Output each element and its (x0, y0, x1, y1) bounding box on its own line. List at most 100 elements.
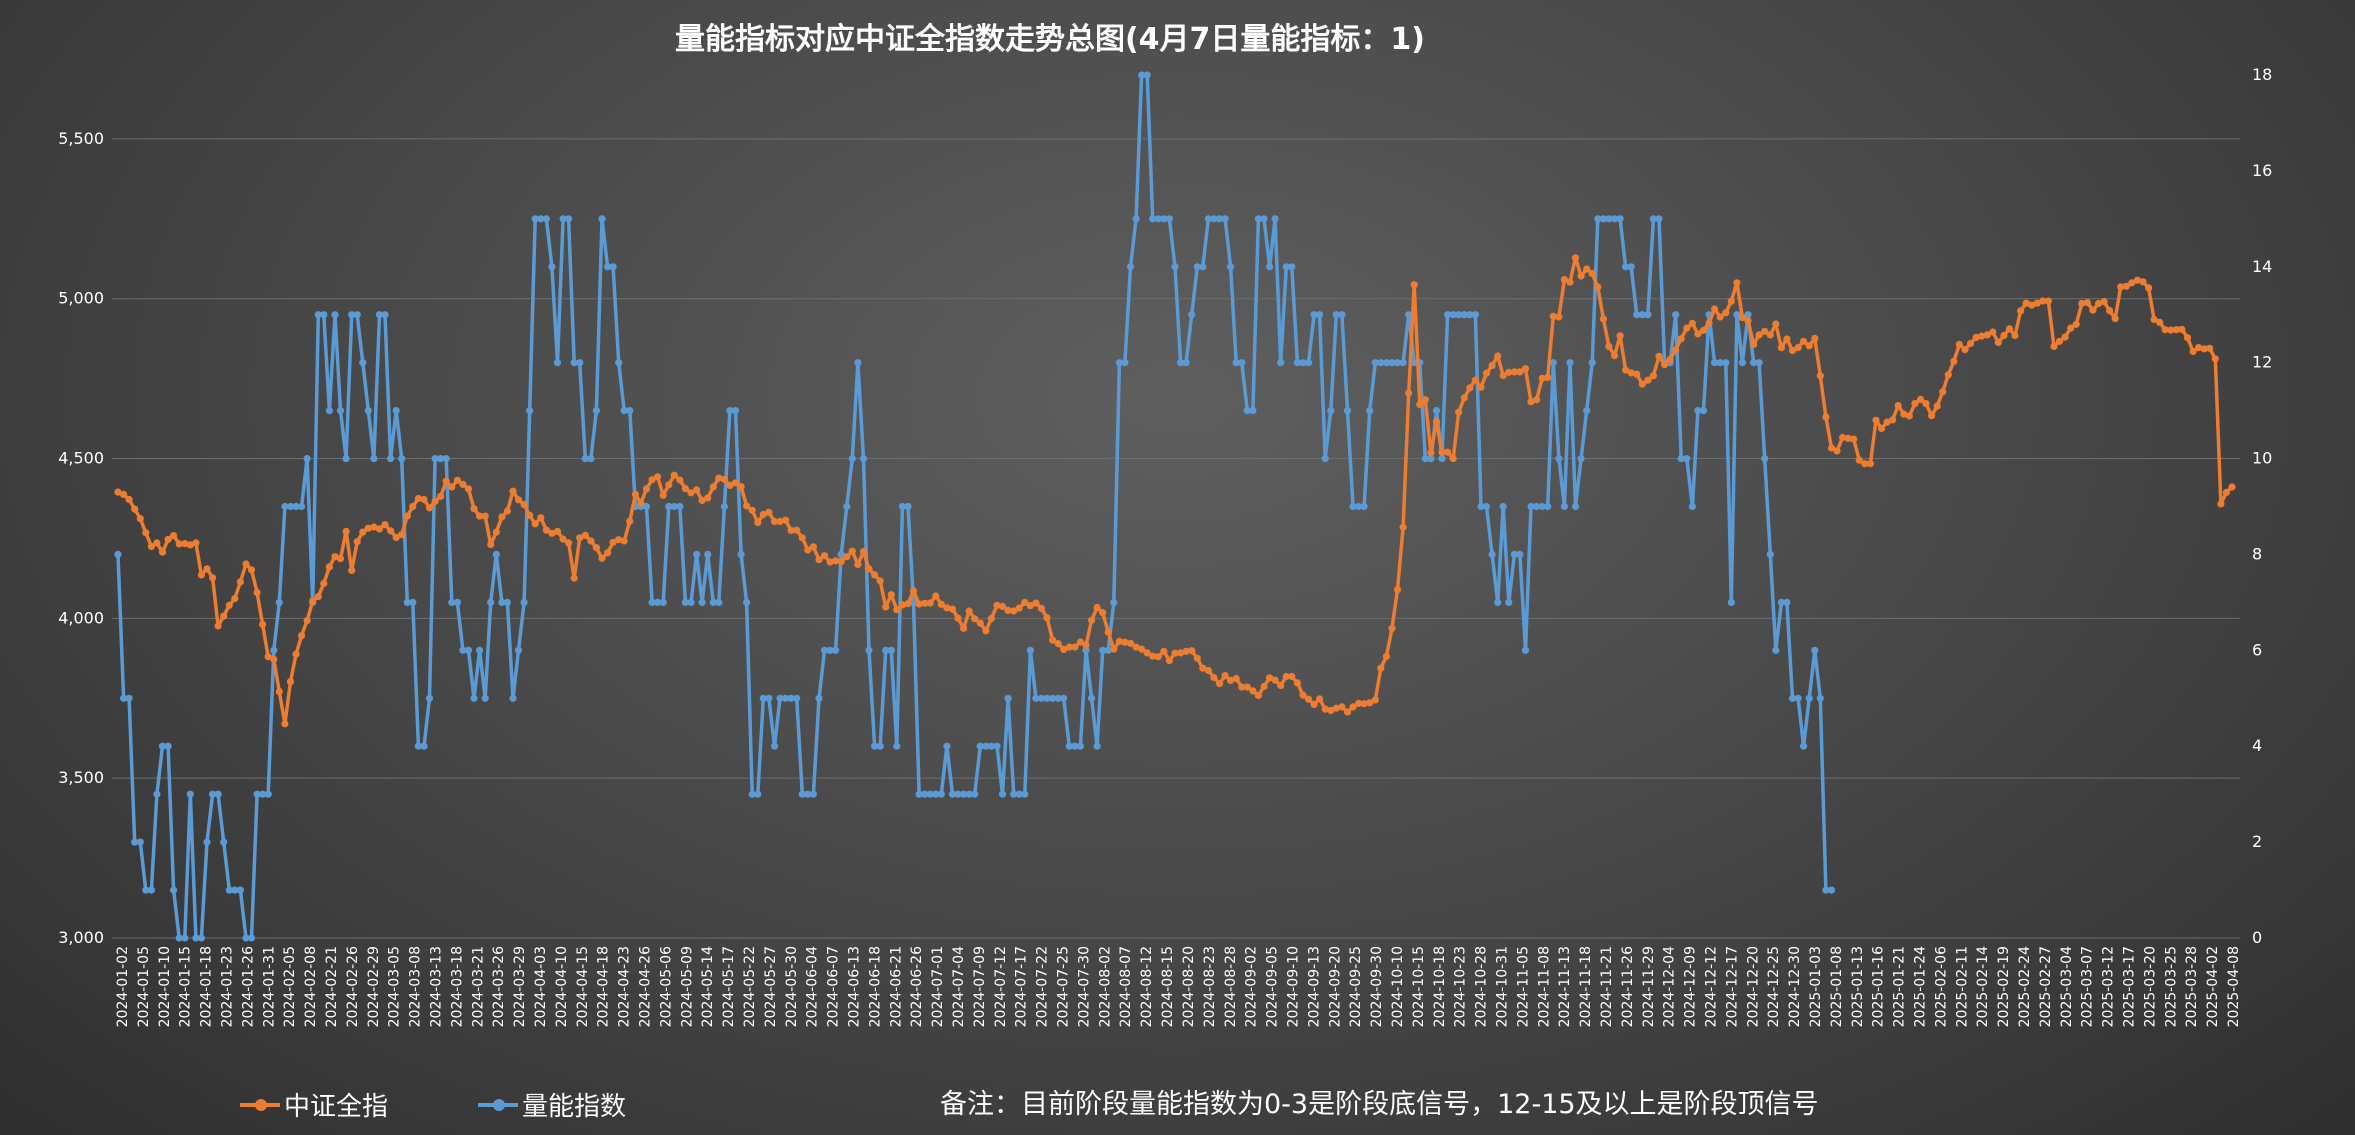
data-point-volume-index (464, 646, 473, 654)
data-point-csi-all (325, 563, 333, 571)
data-point-csi-all (520, 501, 528, 509)
data-point-volume-index (253, 790, 261, 798)
data-point-csi-all (731, 479, 740, 487)
x-tick-label: 2024-06-07 (826, 946, 842, 1027)
data-point-volume-index (726, 407, 734, 415)
x-tick-label: 2024-04-18 (596, 946, 612, 1027)
data-point-csi-all (1805, 342, 1813, 350)
x-tick-label: 2024-01-23 (220, 946, 236, 1027)
data-point-csi-all (1143, 649, 1151, 657)
x-tick-label: 2025-04-08 (2226, 946, 2242, 1027)
data-point-csi-all (1705, 319, 1713, 327)
data-point-volume-index (1188, 311, 1196, 319)
data-point-csi-all (1393, 586, 1402, 594)
x-tick-label: 2024-09-10 (1285, 946, 1301, 1027)
data-point-csi-all (982, 627, 990, 635)
x-tick-label: 2024-02-29 (366, 946, 382, 1027)
data-point-csi-all (1126, 639, 1135, 647)
data-point-csi-all (1616, 332, 1624, 340)
data-point-csi-all (854, 560, 862, 569)
data-point-volume-index (375, 311, 384, 319)
data-point-csi-all (2044, 297, 2052, 305)
data-point-csi-all (2000, 331, 2008, 340)
data-point-csi-all (331, 553, 339, 561)
data-point-volume-index (654, 598, 662, 607)
data-point-volume-index (1360, 502, 1368, 511)
data-point-csi-all (921, 599, 929, 607)
x-tick-label: 2024-02-26 (345, 946, 361, 1027)
x-tick-label: 2024-01-18 (199, 946, 215, 1027)
data-point-csi-all (2189, 347, 2197, 356)
data-point-volume-index (1249, 407, 1257, 415)
data-point-volume-index (720, 502, 729, 511)
data-point-volume-index (1644, 311, 1652, 319)
data-point-csi-all (631, 490, 640, 498)
y-left-tick-label: 3,000 (58, 928, 104, 947)
data-point-csi-all (1288, 672, 1296, 681)
data-point-csi-all (954, 614, 962, 622)
data-point-csi-all (264, 653, 272, 661)
x-tick-label: 2024-05-14 (700, 946, 716, 1027)
data-point-csi-all (754, 518, 762, 527)
x-tick-label: 2024-04-10 (554, 946, 570, 1027)
data-point-volume-index (1505, 598, 1513, 607)
data-point-csi-all (1527, 398, 1535, 406)
data-point-volume-index (1343, 407, 1352, 415)
data-point-csi-all (1088, 616, 1096, 624)
data-point-csi-all (1060, 645, 1068, 654)
data-point-csi-all (2222, 488, 2230, 496)
data-point-volume-index (1104, 646, 1112, 654)
data-point-csi-all (1889, 416, 1897, 424)
data-point-csi-all (2011, 331, 2019, 340)
data-point-csi-all (1777, 344, 1785, 352)
data-point-volume-index (1549, 359, 1557, 367)
data-point-csi-all (409, 502, 417, 511)
y-left-tick-label: 5,000 (58, 289, 104, 308)
data-point-volume-index (470, 694, 478, 702)
data-point-volume-index (1288, 263, 1296, 271)
data-point-csi-all (2039, 297, 2047, 305)
data-point-csi-all (1911, 400, 1919, 408)
x-tick-label: 2024-07-25 (1056, 946, 1072, 1027)
data-point-volume-index (220, 838, 228, 846)
data-point-csi-all (1794, 344, 1802, 352)
data-point-volume-index (1482, 502, 1491, 511)
data-point-volume-index (1811, 646, 1819, 654)
data-point-csi-all (1327, 706, 1335, 715)
data-point-volume-index (609, 263, 617, 271)
data-point-csi-all (1171, 649, 1179, 657)
data-point-csi-all (498, 513, 506, 521)
x-tick-label: 2025-02-24 (2017, 946, 2033, 1027)
data-point-csi-all (2072, 320, 2080, 328)
x-tick-label: 2024-08-20 (1181, 946, 1197, 1027)
data-point-volume-index (387, 455, 395, 463)
data-point-csi-all (2061, 333, 2069, 341)
data-point-volume-index (1599, 215, 1607, 223)
data-point-csi-all (1688, 319, 1696, 327)
data-point-csi-all (1894, 401, 1902, 410)
data-point-volume-index (837, 550, 845, 559)
data-point-volume-index (1182, 359, 1190, 367)
data-point-csi-all (1416, 400, 1424, 409)
data-point-volume-index (1243, 407, 1251, 415)
data-point-csi-all (1627, 369, 1635, 377)
data-point-volume-index (1110, 598, 1118, 607)
data-point-volume-index (1310, 311, 1318, 319)
x-tick-label: 2024-03-26 (491, 946, 507, 1027)
data-point-csi-all (1165, 657, 1173, 665)
x-tick-label: 2024-05-27 (763, 946, 779, 1027)
data-point-csi-all (1121, 638, 1129, 646)
data-point-csi-all (220, 612, 228, 620)
data-point-volume-index (1477, 502, 1485, 511)
data-point-volume-index (1138, 71, 1146, 79)
data-point-csi-all (898, 601, 907, 609)
x-tick-label: 2024-09-13 (1306, 946, 1322, 1027)
data-point-csi-all (865, 565, 873, 573)
x-tick-label: 2024-01-26 (240, 946, 256, 1027)
data-point-csi-all (871, 571, 879, 579)
data-point-volume-index (392, 407, 400, 415)
data-point-volume-index (414, 742, 422, 750)
data-point-csi-all (843, 553, 851, 561)
data-point-csi-all (1866, 460, 1874, 468)
